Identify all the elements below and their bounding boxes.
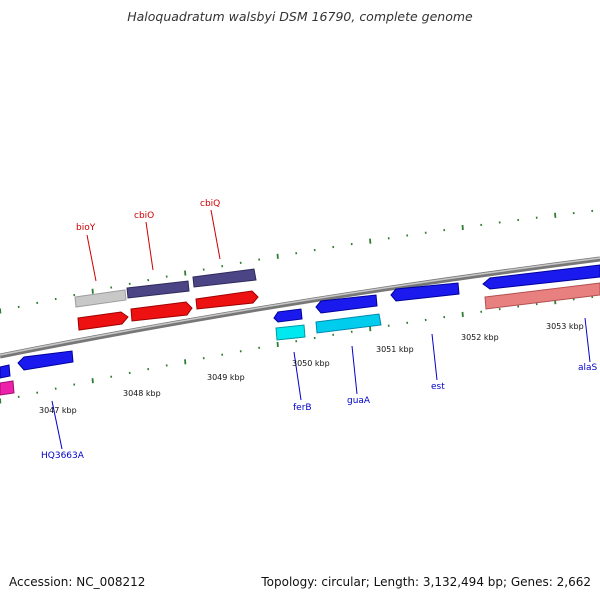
gene-red-arrow-1[interactable] — [77, 311, 129, 331]
gene-label-est: est — [431, 382, 445, 392]
gene-blue-arrow-alaS[interactable] — [482, 264, 600, 290]
alaS-connector — [584, 317, 591, 363]
gene-blue-arrow-left-edge[interactable] — [0, 364, 11, 379]
bioY-connector — [86, 234, 97, 282]
gene-magenta-block-left-edge[interactable] — [0, 380, 15, 396]
kbp-label-3053: 3053 kbp — [546, 322, 584, 331]
gene-cbiQ-block[interactable] — [192, 268, 257, 288]
cbiO-connector — [145, 221, 154, 271]
genome-backbone — [0, 256, 600, 359]
gene-blue-arrow-left-1[interactable] — [17, 350, 74, 371]
gene-blue-arrow-ferB[interactable] — [273, 308, 303, 323]
gene-label-alaS: alaS — [578, 363, 598, 373]
gene-label-guaA: guaA — [347, 396, 371, 406]
gene-label-bioY: bioY — [76, 223, 96, 233]
gene-cyan-block-guaA[interactable] — [315, 313, 382, 334]
gene-blue-arrow-upper-2[interactable] — [390, 282, 460, 302]
gene-blue-arrow-upper-1[interactable] — [315, 294, 378, 314]
gene-label-ferB: ferB — [293, 403, 312, 413]
kbp-label-3049: 3049 kbp — [207, 373, 245, 382]
kbp-label-3050: 3050 kbp — [292, 359, 330, 368]
est-connector — [431, 333, 438, 381]
gene-cbiO-block[interactable] — [126, 280, 190, 299]
genome-stats-text: Topology: circular; Length: 3,132,494 bp… — [261, 575, 591, 589]
kbp-label-3052: 3052 kbp — [461, 333, 499, 342]
kbp-label-3048: 3048 kbp — [123, 389, 161, 398]
guaA-connector — [351, 345, 358, 395]
gene-label-hq3663a: HQ3663A — [41, 451, 85, 461]
genome-backbone-highlight — [0, 257, 600, 356]
ferB-connector — [293, 351, 302, 401]
hq3663a-connector — [51, 400, 63, 450]
kbp-label-3051: 3051 kbp — [376, 345, 414, 354]
gene-pink-arrow-alaS[interactable] — [484, 282, 600, 310]
accession-text: Accession: NC_008212 — [9, 575, 146, 589]
gene-label-cbiO: cbiO — [134, 211, 154, 221]
gene-cyan-block-ferB[interactable] — [275, 324, 306, 341]
gene-bioY-block[interactable] — [74, 289, 127, 308]
map-title: Haloquadratum walsbyi DSM 16790, complet… — [127, 9, 473, 24]
kbp-label-3047: 3047 kbp — [39, 406, 77, 415]
scale-ticks — [0, 209, 594, 404]
cbiQ-connector — [210, 209, 221, 260]
gene-red-arrow-2[interactable] — [130, 301, 193, 322]
gene-red-arrow-3[interactable] — [195, 290, 259, 310]
gene-label-cbiQ: cbiQ — [200, 199, 220, 209]
